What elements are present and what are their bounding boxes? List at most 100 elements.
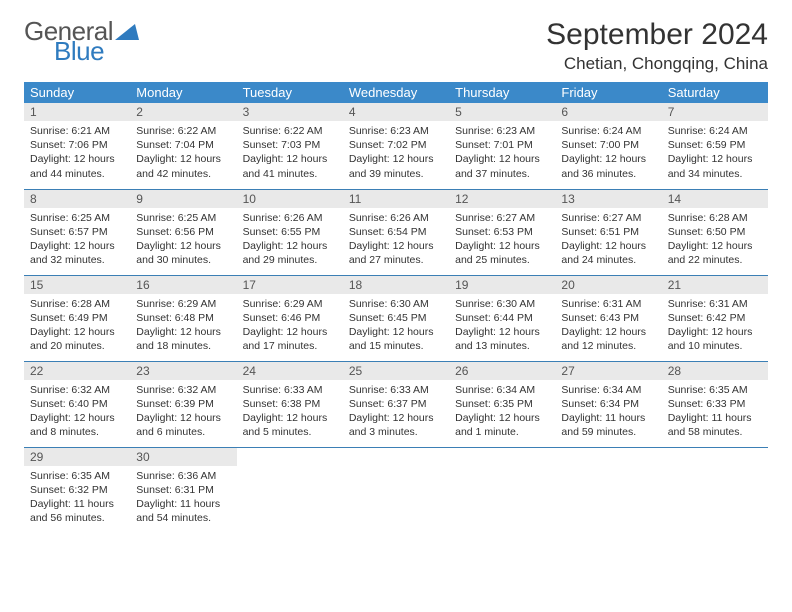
day-number: 23 (130, 362, 236, 380)
day-number: 4 (343, 103, 449, 121)
day-number: 6 (555, 103, 661, 121)
calendar-body: 1Sunrise: 6:21 AMSunset: 7:06 PMDaylight… (24, 103, 768, 533)
day-details: Sunrise: 6:28 AMSunset: 6:50 PMDaylight:… (662, 208, 768, 272)
calendar-cell (449, 447, 555, 533)
calendar-cell: 13Sunrise: 6:27 AMSunset: 6:51 PMDayligh… (555, 189, 661, 275)
day-details: Sunrise: 6:28 AMSunset: 6:49 PMDaylight:… (24, 294, 130, 358)
day-number: 16 (130, 276, 236, 294)
day-details: Sunrise: 6:32 AMSunset: 6:39 PMDaylight:… (130, 380, 236, 444)
calendar-cell: 22Sunrise: 6:32 AMSunset: 6:40 PMDayligh… (24, 361, 130, 447)
calendar-cell: 24Sunrise: 6:33 AMSunset: 6:38 PMDayligh… (237, 361, 343, 447)
day-number: 26 (449, 362, 555, 380)
day-details: Sunrise: 6:35 AMSunset: 6:33 PMDaylight:… (662, 380, 768, 444)
day-details: Sunrise: 6:31 AMSunset: 6:43 PMDaylight:… (555, 294, 661, 358)
day-details: Sunrise: 6:33 AMSunset: 6:37 PMDaylight:… (343, 380, 449, 444)
calendar-cell: 12Sunrise: 6:27 AMSunset: 6:53 PMDayligh… (449, 189, 555, 275)
calendar-cell: 17Sunrise: 6:29 AMSunset: 6:46 PMDayligh… (237, 275, 343, 361)
weekday-header: Thursday (449, 82, 555, 103)
day-details: Sunrise: 6:30 AMSunset: 6:44 PMDaylight:… (449, 294, 555, 358)
weekday-header: Monday (130, 82, 236, 103)
location: Chetian, Chongqing, China (546, 54, 768, 74)
calendar-cell: 7Sunrise: 6:24 AMSunset: 6:59 PMDaylight… (662, 103, 768, 189)
calendar-cell (555, 447, 661, 533)
day-number: 24 (237, 362, 343, 380)
day-details: Sunrise: 6:34 AMSunset: 6:35 PMDaylight:… (449, 380, 555, 444)
calendar-cell (662, 447, 768, 533)
day-number: 9 (130, 190, 236, 208)
calendar-cell: 6Sunrise: 6:24 AMSunset: 7:00 PMDaylight… (555, 103, 661, 189)
day-details: Sunrise: 6:30 AMSunset: 6:45 PMDaylight:… (343, 294, 449, 358)
calendar-cell: 30Sunrise: 6:36 AMSunset: 6:31 PMDayligh… (130, 447, 236, 533)
day-number: 2 (130, 103, 236, 121)
calendar-cell: 21Sunrise: 6:31 AMSunset: 6:42 PMDayligh… (662, 275, 768, 361)
calendar-cell: 20Sunrise: 6:31 AMSunset: 6:43 PMDayligh… (555, 275, 661, 361)
calendar-cell: 14Sunrise: 6:28 AMSunset: 6:50 PMDayligh… (662, 189, 768, 275)
day-number: 14 (662, 190, 768, 208)
day-number: 25 (343, 362, 449, 380)
day-details: Sunrise: 6:27 AMSunset: 6:53 PMDaylight:… (449, 208, 555, 272)
day-number: 1 (24, 103, 130, 121)
day-number: 7 (662, 103, 768, 121)
calendar-table: SundayMondayTuesdayWednesdayThursdayFrid… (24, 82, 768, 533)
day-number: 11 (343, 190, 449, 208)
day-number: 29 (24, 448, 130, 466)
weekday-header: Saturday (662, 82, 768, 103)
day-number: 18 (343, 276, 449, 294)
calendar-cell (343, 447, 449, 533)
day-number: 30 (130, 448, 236, 466)
calendar-cell: 9Sunrise: 6:25 AMSunset: 6:56 PMDaylight… (130, 189, 236, 275)
day-details: Sunrise: 6:34 AMSunset: 6:34 PMDaylight:… (555, 380, 661, 444)
logo: General Blue (24, 18, 139, 64)
weekday-header: Wednesday (343, 82, 449, 103)
logo-text-blue: Blue (54, 38, 139, 64)
day-number: 15 (24, 276, 130, 294)
day-number: 28 (662, 362, 768, 380)
calendar-cell (237, 447, 343, 533)
calendar-cell: 2Sunrise: 6:22 AMSunset: 7:04 PMDaylight… (130, 103, 236, 189)
calendar-row: 22Sunrise: 6:32 AMSunset: 6:40 PMDayligh… (24, 361, 768, 447)
day-details: Sunrise: 6:32 AMSunset: 6:40 PMDaylight:… (24, 380, 130, 444)
calendar-row: 29Sunrise: 6:35 AMSunset: 6:32 PMDayligh… (24, 447, 768, 533)
calendar-cell: 28Sunrise: 6:35 AMSunset: 6:33 PMDayligh… (662, 361, 768, 447)
calendar-cell: 8Sunrise: 6:25 AMSunset: 6:57 PMDaylight… (24, 189, 130, 275)
day-details: Sunrise: 6:21 AMSunset: 7:06 PMDaylight:… (24, 121, 130, 185)
calendar-cell: 27Sunrise: 6:34 AMSunset: 6:34 PMDayligh… (555, 361, 661, 447)
calendar-cell: 16Sunrise: 6:29 AMSunset: 6:48 PMDayligh… (130, 275, 236, 361)
calendar-cell: 26Sunrise: 6:34 AMSunset: 6:35 PMDayligh… (449, 361, 555, 447)
weekday-header-row: SundayMondayTuesdayWednesdayThursdayFrid… (24, 82, 768, 103)
day-details: Sunrise: 6:25 AMSunset: 6:57 PMDaylight:… (24, 208, 130, 272)
day-number: 13 (555, 190, 661, 208)
day-number: 22 (24, 362, 130, 380)
day-number: 27 (555, 362, 661, 380)
calendar-cell: 10Sunrise: 6:26 AMSunset: 6:55 PMDayligh… (237, 189, 343, 275)
day-details: Sunrise: 6:29 AMSunset: 6:48 PMDaylight:… (130, 294, 236, 358)
calendar-cell: 29Sunrise: 6:35 AMSunset: 6:32 PMDayligh… (24, 447, 130, 533)
day-details: Sunrise: 6:26 AMSunset: 6:54 PMDaylight:… (343, 208, 449, 272)
day-details: Sunrise: 6:22 AMSunset: 7:03 PMDaylight:… (237, 121, 343, 185)
day-details: Sunrise: 6:36 AMSunset: 6:31 PMDaylight:… (130, 466, 236, 530)
calendar-cell: 11Sunrise: 6:26 AMSunset: 6:54 PMDayligh… (343, 189, 449, 275)
calendar-cell: 25Sunrise: 6:33 AMSunset: 6:37 PMDayligh… (343, 361, 449, 447)
day-details: Sunrise: 6:26 AMSunset: 6:55 PMDaylight:… (237, 208, 343, 272)
calendar-cell: 19Sunrise: 6:30 AMSunset: 6:44 PMDayligh… (449, 275, 555, 361)
day-number: 12 (449, 190, 555, 208)
day-details: Sunrise: 6:22 AMSunset: 7:04 PMDaylight:… (130, 121, 236, 185)
weekday-header: Friday (555, 82, 661, 103)
day-number: 3 (237, 103, 343, 121)
calendar-row: 1Sunrise: 6:21 AMSunset: 7:06 PMDaylight… (24, 103, 768, 189)
day-number: 21 (662, 276, 768, 294)
day-details: Sunrise: 6:24 AMSunset: 6:59 PMDaylight:… (662, 121, 768, 185)
day-details: Sunrise: 6:25 AMSunset: 6:56 PMDaylight:… (130, 208, 236, 272)
header: General Blue September 2024 Chetian, Cho… (24, 18, 768, 74)
day-details: Sunrise: 6:23 AMSunset: 7:01 PMDaylight:… (449, 121, 555, 185)
calendar-cell: 3Sunrise: 6:22 AMSunset: 7:03 PMDaylight… (237, 103, 343, 189)
day-details: Sunrise: 6:31 AMSunset: 6:42 PMDaylight:… (662, 294, 768, 358)
calendar-cell: 18Sunrise: 6:30 AMSunset: 6:45 PMDayligh… (343, 275, 449, 361)
weekday-header: Tuesday (237, 82, 343, 103)
title-block: September 2024 Chetian, Chongqing, China (546, 18, 768, 74)
day-details: Sunrise: 6:24 AMSunset: 7:00 PMDaylight:… (555, 121, 661, 185)
month-title: September 2024 (546, 18, 768, 52)
calendar-cell: 5Sunrise: 6:23 AMSunset: 7:01 PMDaylight… (449, 103, 555, 189)
day-number: 20 (555, 276, 661, 294)
calendar-row: 8Sunrise: 6:25 AMSunset: 6:57 PMDaylight… (24, 189, 768, 275)
